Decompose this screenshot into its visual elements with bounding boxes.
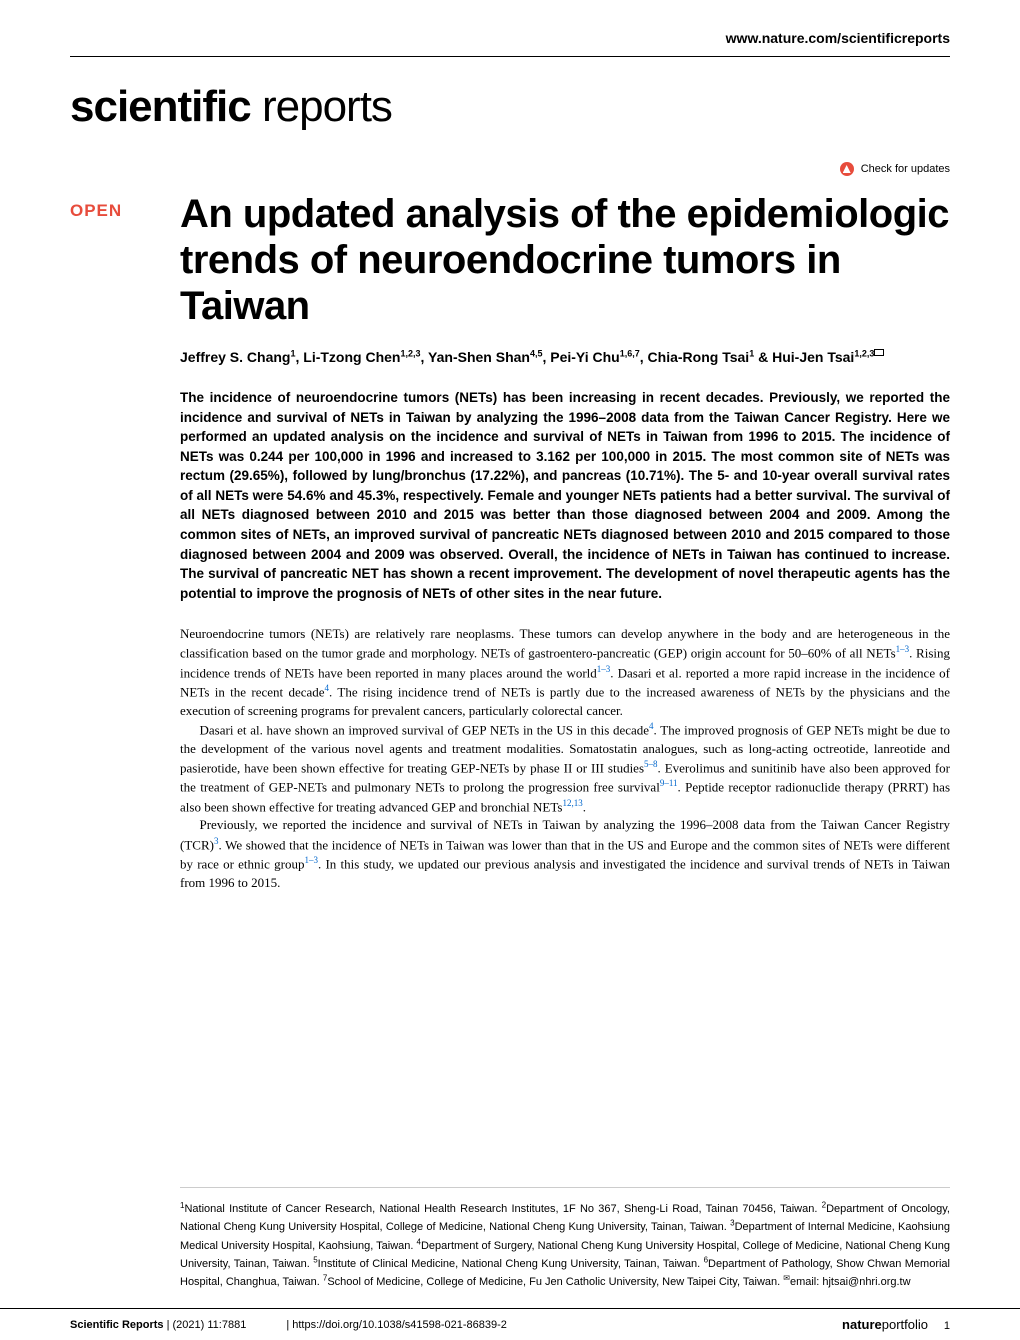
- author-text: Jeffrey S. Chang1, Li-Tzong Chen1,2,3, Y…: [180, 349, 874, 365]
- right-column: An updated analysis of the epidemiologic…: [180, 191, 950, 892]
- footer-doi: | https://doi.org/10.1038/s41598-021-868…: [286, 1319, 507, 1331]
- abstract: The incidence of neuroendocrine tumors (…: [180, 388, 950, 603]
- corresponding-author-icon: [874, 349, 884, 356]
- footer-journal: Scientific Reports: [70, 1319, 164, 1331]
- ref-link[interactable]: 1–3: [597, 664, 611, 674]
- header-divider: [70, 56, 950, 57]
- p2-text: Dasari et al. have shown an improved sur…: [200, 722, 650, 737]
- paragraph-3: Previously, we reported the incidence an…: [180, 816, 950, 891]
- p1-text: Neuroendocrine tumors (NETs) are relativ…: [180, 626, 950, 661]
- ref-link[interactable]: 5–8: [644, 759, 658, 769]
- header-url: www.nature.com/scientificreports: [0, 0, 1020, 56]
- publisher-bold: nature: [842, 1317, 882, 1332]
- open-access-badge: OPEN: [70, 201, 180, 221]
- footer-citation: (2021) 11:7881: [173, 1319, 247, 1331]
- publisher-logo: natureportfolio: [842, 1317, 932, 1332]
- doi-text[interactable]: https://doi.org/10.1038/s41598-021-86839…: [292, 1319, 507, 1331]
- left-column: OPEN: [70, 191, 180, 892]
- ref-link[interactable]: 1–3: [305, 855, 319, 865]
- footer-left: Scientific Reports | (2021) 11:7881 | ht…: [70, 1319, 507, 1331]
- ref-link[interactable]: 1–3: [896, 644, 910, 654]
- check-updates-label: Check for updates: [861, 163, 950, 175]
- footer: Scientific Reports | (2021) 11:7881 | ht…: [0, 1308, 1020, 1340]
- journal-name-bold: scientific: [70, 82, 251, 131]
- aff-text: National Institute of Cancer Research, N…: [180, 1203, 950, 1287]
- ref-link[interactable]: 12,13: [562, 798, 582, 808]
- journal-logo: scientific reports: [0, 82, 1020, 162]
- ref-link[interactable]: 9–11: [660, 778, 678, 788]
- page-number: 1: [944, 1320, 950, 1332]
- article-title: An updated analysis of the epidemiologic…: [180, 191, 950, 329]
- main-content: OPEN An updated analysis of the epidemio…: [0, 191, 1020, 892]
- affiliations: 1National Institute of Cancer Research, …: [180, 1187, 950, 1290]
- footer-citation-group: Scientific Reports | (2021) 11:7881: [70, 1319, 246, 1331]
- paragraph-1: Neuroendocrine tumors (NETs) are relativ…: [180, 625, 950, 720]
- check-updates-link[interactable]: Check for updates: [0, 162, 1020, 191]
- journal-name-light: reports: [251, 82, 392, 131]
- check-updates-icon: [840, 162, 854, 176]
- body-text: Neuroendocrine tumors (NETs) are relativ…: [180, 625, 950, 892]
- publisher-light: portfolio: [882, 1317, 928, 1332]
- p2-cont4: .: [583, 799, 586, 814]
- paragraph-2: Dasari et al. have shown an improved sur…: [180, 720, 950, 816]
- footer-right: natureportfolio 1: [842, 1317, 950, 1332]
- authors-list: Jeffrey S. Chang1, Li-Tzong Chen1,2,3, Y…: [180, 347, 950, 368]
